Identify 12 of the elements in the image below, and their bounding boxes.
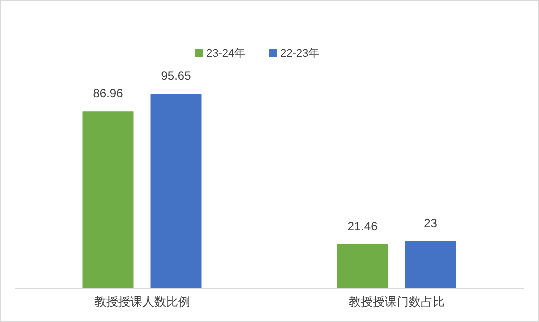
data-label: 86.96	[93, 86, 124, 101]
x-tick-label: 教授授课人数比例	[94, 295, 190, 309]
bar	[82, 112, 134, 288]
bar	[337, 244, 388, 288]
data-label: 23	[424, 216, 438, 230]
bar	[405, 241, 456, 288]
legend-label: 23-24年	[206, 48, 246, 60]
data-label: 21.46	[348, 219, 378, 234]
data-label: 95.65	[161, 69, 192, 83]
x-tick-label: 教授授课门数占比	[348, 295, 445, 309]
legend-label: 22-23年	[280, 48, 320, 60]
bar	[150, 94, 202, 288]
